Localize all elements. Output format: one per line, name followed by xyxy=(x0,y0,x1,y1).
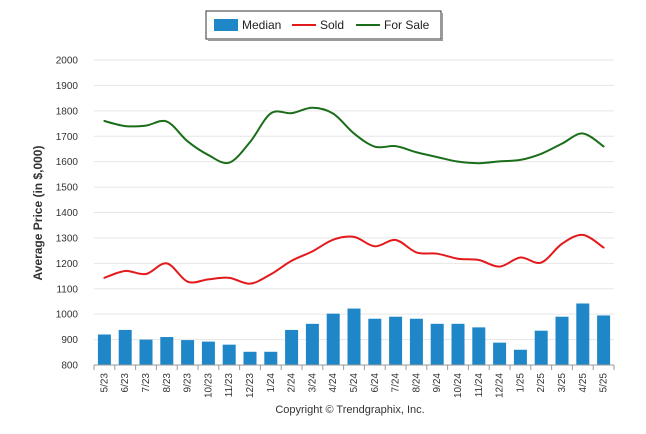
x-tick-label: 5/23 xyxy=(99,373,110,393)
x-tick-labels: 5/23 6/23 7/23 8/23 9/23 10/23 11/23 12/23 1/24 2… xyxy=(99,373,609,398)
y-tick-label: 1500 xyxy=(56,183,79,194)
x-tick-label: 7/24 xyxy=(391,373,402,393)
y-tick-label: 2000 xyxy=(56,56,79,67)
x-tick-label: 9/23 xyxy=(183,373,194,393)
x-tick-label: 1/25 xyxy=(515,373,526,393)
x-tick-label: 4/24 xyxy=(328,373,339,393)
legend-box xyxy=(205,10,442,40)
median-bar xyxy=(430,323,444,365)
y-tick-labels: 800 900 1000 1100 1200 1300 1400 1500 1600 1700 18… xyxy=(56,56,79,372)
x-tick-label: 10/23 xyxy=(203,373,214,398)
y-tick-label: 1300 xyxy=(56,233,79,244)
y-tick-label: 900 xyxy=(61,335,78,346)
x-tick-label: 3/25 xyxy=(557,373,568,393)
median-bar xyxy=(97,334,111,365)
median-bars xyxy=(97,303,611,365)
x-tick-label: 9/24 xyxy=(432,373,443,393)
legend-for-sale-label: For Sale xyxy=(384,18,430,32)
x-axis xyxy=(93,364,615,370)
median-bar xyxy=(201,341,215,365)
legend-box-shadow-bottom xyxy=(208,39,443,41)
x-tick-label: 5/24 xyxy=(349,373,360,393)
median-bar xyxy=(181,340,195,365)
y-tick-label: 1200 xyxy=(56,259,79,270)
for-sale-line xyxy=(103,106,605,165)
median-bar xyxy=(409,318,423,365)
median-bar xyxy=(451,323,465,365)
sold-line-layer xyxy=(103,233,605,285)
x-tick-label: 8/23 xyxy=(162,373,173,393)
median-bar xyxy=(493,342,507,365)
median-bar xyxy=(347,308,361,365)
legend-sold-label: Sold xyxy=(320,18,344,32)
median-bar xyxy=(160,337,174,365)
median-bar xyxy=(326,313,340,365)
x-tick-label: 12/23 xyxy=(245,373,256,398)
median-bar xyxy=(597,315,611,365)
x-tick-label: 12/24 xyxy=(495,373,506,398)
grid-lines xyxy=(94,59,614,366)
for-sale-line-layer xyxy=(103,106,605,165)
sold-line xyxy=(103,233,605,285)
median-bar xyxy=(118,329,132,365)
legend-median-swatch xyxy=(214,19,238,31)
y-tick-label: 1900 xyxy=(56,81,79,92)
x-tick-label: 7/23 xyxy=(141,373,152,393)
y-axis-title: Average Price (in $,000) xyxy=(31,146,45,281)
x-tick-label: 3/24 xyxy=(307,373,318,393)
x-tick-label: 5/25 xyxy=(599,373,610,393)
median-bar xyxy=(534,330,548,365)
x-tick-label: 4/25 xyxy=(578,373,589,393)
median-bar xyxy=(472,327,486,365)
y-tick-label: 1000 xyxy=(56,310,79,321)
legend-box-shadow-right xyxy=(441,13,443,41)
x-tick-label: 2/25 xyxy=(536,373,547,393)
median-bar xyxy=(243,351,257,365)
median-bar xyxy=(389,316,403,365)
x-tick-label: 2/24 xyxy=(287,373,298,393)
x-tick-label: 6/24 xyxy=(370,373,381,393)
x-tick-label: 10/24 xyxy=(453,373,464,398)
copyright-credit: Copyright © Trendgraphix, Inc. xyxy=(275,404,424,416)
median-bar xyxy=(368,318,382,365)
x-tick-label: 11/23 xyxy=(224,373,235,398)
x-tick-label: 6/23 xyxy=(120,373,131,393)
median-bar xyxy=(555,316,569,365)
x-tick-label: 11/24 xyxy=(474,373,485,398)
y-tick-label: 1400 xyxy=(56,208,79,219)
median-bar xyxy=(305,323,319,365)
median-bar xyxy=(222,344,236,365)
median-bar xyxy=(264,351,278,365)
y-tick-label: 1100 xyxy=(56,284,78,295)
y-tick-label: 1600 xyxy=(56,157,79,168)
legend-median-label: Median xyxy=(242,18,281,32)
y-tick-label: 1800 xyxy=(56,106,79,117)
y-tick-label: 800 xyxy=(61,361,78,372)
x-tick-label: 8/24 xyxy=(411,373,422,393)
median-bar xyxy=(285,329,299,365)
median-bar xyxy=(513,349,527,365)
y-tick-label: 1700 xyxy=(56,132,79,143)
x-tick-label: 1/24 xyxy=(266,373,277,393)
legend: Median Sold For Sale xyxy=(205,10,443,41)
median-bar xyxy=(576,303,590,365)
median-bar xyxy=(139,339,153,365)
